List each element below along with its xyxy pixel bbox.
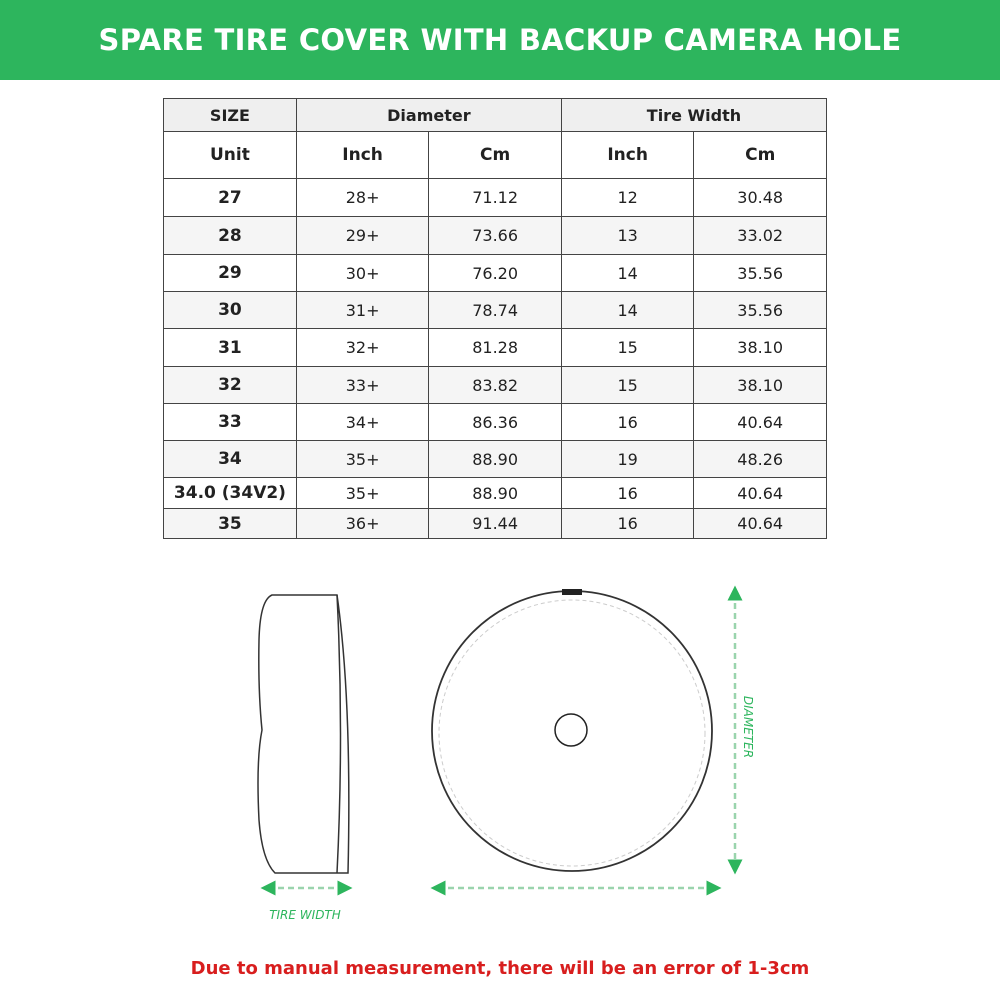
cell-width-cm: 40.64 — [693, 477, 827, 509]
cell-diameter-inch: 32+ — [295, 328, 430, 367]
header-unit: Unit — [163, 131, 297, 179]
tire-side-view — [257, 594, 350, 874]
unit-header-row: Unit Inch Cm Inch Cm — [163, 131, 827, 179]
cell-width-inch: 16 — [560, 508, 695, 539]
cell-size: 27 — [163, 178, 297, 217]
tire-width-label: TIRE WIDTH — [269, 908, 341, 922]
header-diameter-inch: Inch — [295, 131, 430, 179]
table-row: 35 36+ 91.44 16 40.64 — [163, 508, 827, 539]
cell-width-cm: 48.26 — [693, 440, 827, 478]
cell-width-inch: 12 — [560, 178, 695, 217]
cell-size: 30 — [163, 291, 297, 329]
diameter-label: DIAMETER — [741, 696, 755, 758]
cell-diameter-cm: 88.90 — [428, 440, 562, 478]
table-row: 27 28+ 71.12 12 30.48 — [163, 178, 827, 217]
header-width-inch: Inch — [560, 131, 695, 179]
cell-size: 29 — [163, 254, 297, 292]
table-row: 31 32+ 81.28 15 38.10 — [163, 328, 827, 367]
cell-width-inch: 16 — [560, 477, 695, 509]
cell-diameter-inch: 30+ — [295, 254, 430, 292]
cell-size: 28 — [163, 216, 297, 255]
cell-diameter-cm: 71.12 — [428, 178, 562, 217]
table-row: 30 31+ 78.74 14 35.56 — [163, 291, 827, 329]
cell-size: 33 — [163, 403, 297, 441]
header-diameter: Diameter — [295, 98, 562, 132]
cell-width-inch: 19 — [560, 440, 695, 478]
cell-width-cm: 30.48 — [693, 178, 827, 217]
cell-width-inch: 14 — [560, 254, 695, 292]
table-row: 29 30+ 76.20 14 35.56 — [163, 254, 827, 292]
cell-width-inch: 15 — [560, 328, 695, 367]
cell-width-inch: 14 — [560, 291, 695, 329]
cell-width-cm: 38.10 — [693, 366, 827, 404]
cell-diameter-cm: 78.74 — [428, 291, 562, 329]
cell-diameter-cm: 73.66 — [428, 216, 562, 255]
cell-width-cm: 35.56 — [693, 291, 827, 329]
measurement-note: Due to manual measurement, there will be… — [190, 958, 810, 979]
cell-diameter-inch: 35+ — [295, 440, 430, 478]
table-row: 28 29+ 73.66 13 33.02 — [163, 216, 827, 255]
cell-width-cm: 40.64 — [693, 403, 827, 441]
header-size: SIZE — [163, 98, 297, 132]
cell-width-inch: 13 — [560, 216, 695, 255]
title-banner: SPARE TIRE COVER WITH BACKUP CAMERA HOLE — [0, 0, 1000, 80]
group-header-row: SIZE Diameter Tire Width — [163, 98, 828, 132]
cell-diameter-cm: 81.28 — [428, 328, 562, 367]
cell-size: 34.0 (34V2) — [163, 477, 297, 509]
header-tire-width: Tire Width — [560, 98, 828, 132]
cell-diameter-inch: 33+ — [295, 366, 430, 404]
cell-width-cm: 38.10 — [693, 328, 827, 367]
cell-diameter-inch: 35+ — [295, 477, 430, 509]
cell-width-cm: 35.56 — [693, 254, 827, 292]
cell-width-inch: 16 — [560, 403, 695, 441]
table-row: 33 34+ 86.36 16 40.64 — [163, 403, 827, 441]
size-table: SIZE Diameter Tire Width Unit Inch Cm In… — [163, 98, 828, 539]
cell-diameter-inch: 29+ — [295, 216, 430, 255]
cell-diameter-cm: 83.82 — [428, 366, 562, 404]
table-row: 34.0 (34V2) 35+ 88.90 16 40.64 — [163, 477, 827, 509]
page-title: SPARE TIRE COVER WITH BACKUP CAMERA HOLE — [98, 23, 902, 57]
cell-diameter-inch: 28+ — [295, 178, 430, 217]
cell-diameter-inch: 36+ — [295, 508, 430, 539]
header-width-cm: Cm — [693, 131, 827, 179]
cell-size: 32 — [163, 366, 297, 404]
cell-diameter-cm: 91.44 — [428, 508, 562, 539]
tire-front-view — [431, 589, 713, 872]
table-row: 32 33+ 83.82 15 38.10 — [163, 366, 827, 404]
camera-icon — [562, 589, 582, 595]
cell-width-cm: 40.64 — [693, 508, 827, 539]
cell-diameter-cm: 76.20 — [428, 254, 562, 292]
cell-size: 35 — [163, 508, 297, 539]
camera-hole — [554, 713, 588, 747]
cell-diameter-inch: 31+ — [295, 291, 430, 329]
